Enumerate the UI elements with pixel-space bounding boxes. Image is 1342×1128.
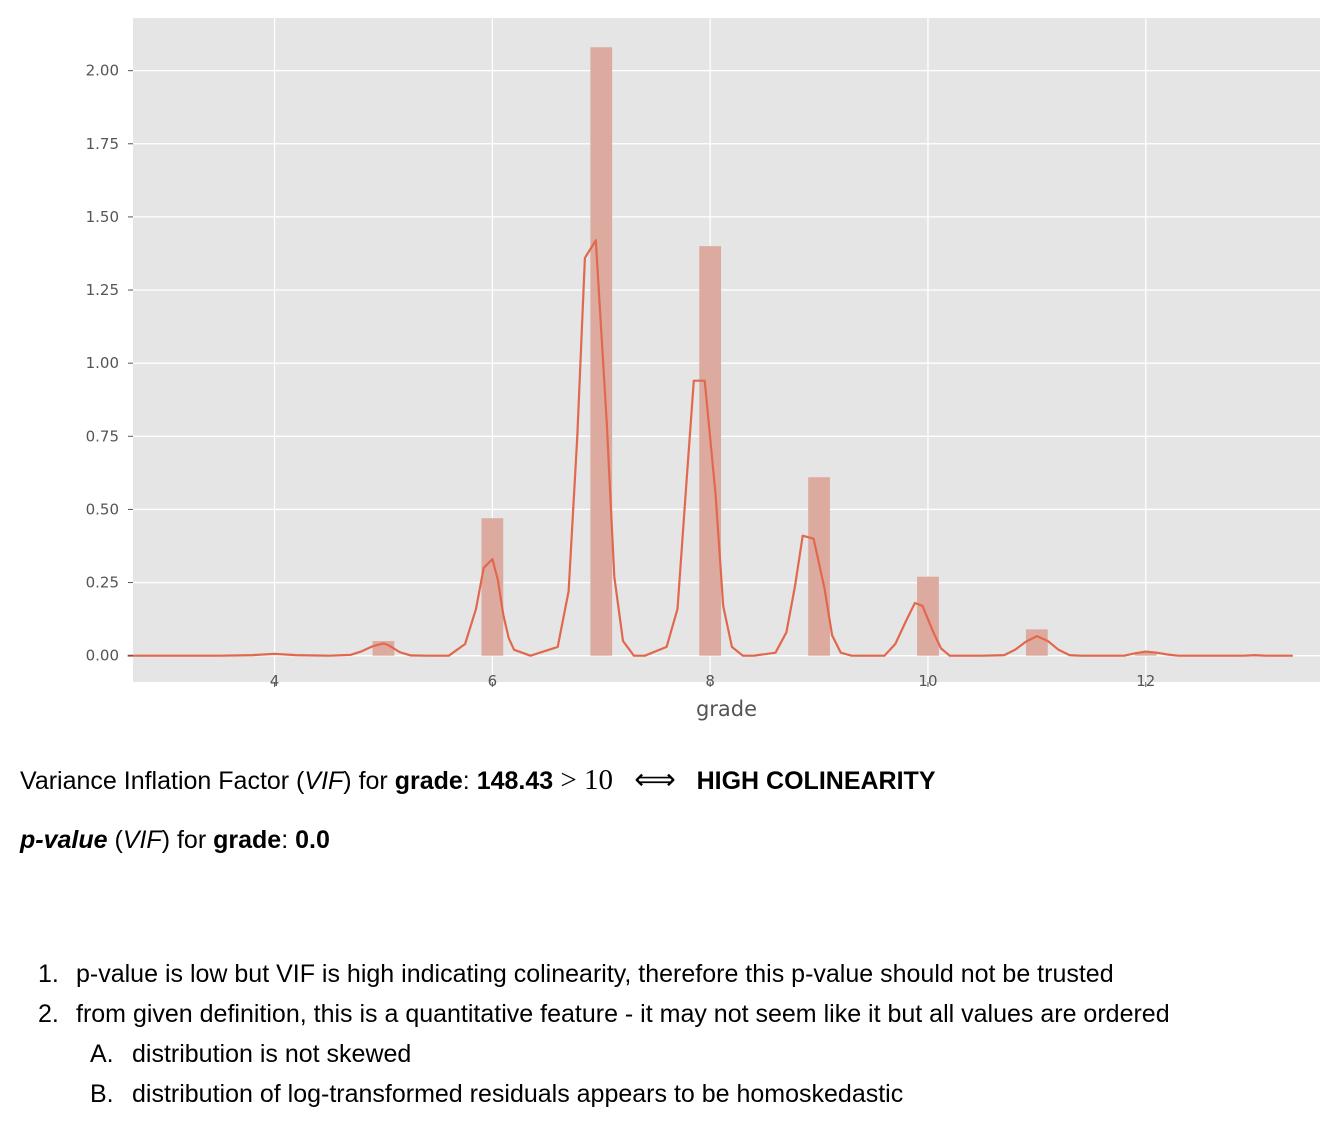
sub-list-text: distribution is not skewed — [132, 1040, 412, 1068]
pvalue-label: p-value — [20, 826, 108, 854]
sub-list-letter: A. — [90, 1040, 114, 1068]
x-tick-label: 8 — [705, 672, 715, 690]
list-text: from given definition, this is a quantit… — [76, 1000, 1170, 1028]
vif-mid: ) for — [343, 767, 395, 795]
list-text: p-value is low but VIF is high indicatin… — [76, 960, 1114, 988]
kde-curve — [127, 239, 1293, 657]
sub-list-text: distribution of log-transformed residual… — [132, 1080, 904, 1108]
y-tick-label: 1.75 — [86, 135, 119, 153]
histogram-bar — [699, 246, 722, 656]
notes-list: 1. p-value is low but VIF is high indicat… — [38, 954, 1170, 1114]
x-tick-label: 4 — [270, 672, 280, 690]
list-number: 2. — [38, 1000, 59, 1028]
pvalue-statement: p-value (VIF) for grade: 0.0 — [20, 826, 330, 855]
kde-curve-layer — [127, 239, 1293, 657]
vif-value: 148.43 — [476, 767, 554, 795]
x-tick-label: 10 — [918, 672, 937, 690]
y-tick-label: 0.00 — [86, 647, 119, 665]
y-tick-label: 1.00 — [86, 354, 119, 372]
y-tick-label: 0.50 — [86, 500, 119, 518]
histogram-bar — [1025, 629, 1048, 656]
histogram-bars — [372, 47, 1157, 656]
list-item: 1. p-value is low but VIF is high indicat… — [38, 954, 1170, 994]
x-axis-ticks: 4 6 8 10 12 — [270, 672, 1156, 690]
pvalue-value: 0.0 — [295, 826, 330, 854]
x-tick-label: 6 — [488, 672, 498, 690]
y-axis-ticks: 0.00 0.25 0.50 0.75 1.00 1.25 1.50 1.75 2.00 — [86, 62, 133, 665]
histogram-bar — [481, 518, 504, 656]
iff-symbol: ⟺ — [634, 764, 676, 796]
y-tick-label: 0.75 — [86, 427, 119, 445]
vif-threshold: > 10 — [553, 764, 621, 796]
vif-feature: grade — [394, 767, 463, 795]
list-number: 1. — [38, 960, 59, 988]
sub-list-item: A. distribution is not skewed — [38, 1034, 1170, 1074]
list-item: 2. from given definition, this is a quant… — [38, 994, 1170, 1034]
vif-abbr: VIF — [304, 767, 344, 795]
sub-list-item: B. distribution of log-transformed residu… — [38, 1074, 1170, 1114]
y-tick-label: 2.00 — [86, 62, 119, 80]
histogram-bar — [1134, 652, 1157, 656]
pvalue-mid: ) for — [161, 826, 214, 854]
sub-list-letter: B. — [90, 1080, 114, 1108]
histogram-bar — [917, 576, 939, 656]
histogram-bar — [590, 47, 613, 656]
pvalue-colon: : — [281, 826, 296, 854]
pvalue-open: ( — [107, 826, 123, 854]
x-tick-label: 12 — [1136, 672, 1155, 690]
vif-prefix: Variance Inflation Factor ( — [20, 767, 305, 795]
vif-colon: : — [462, 767, 477, 795]
grade-distribution-chart: 4 6 8 10 12 0.00 0.25 0.50 0.75 1.00 1.25 1.50 1.75… — [86, 18, 1320, 721]
y-tick-label: 1.25 — [86, 281, 119, 299]
y-tick-label: 0.25 — [86, 574, 119, 592]
pvalue-vif-abbr: VIF — [122, 826, 162, 854]
pvalue-feature: grade — [213, 826, 282, 854]
y-tick-label: 1.50 — [86, 208, 119, 226]
x-axis-label: grade — [696, 697, 757, 721]
vif-conclusion: HIGH COLINEARITY — [696, 767, 936, 795]
plot-area — [133, 18, 1320, 682]
vif-statement: Variance Inflation Factor (VIF) for grad… — [20, 762, 936, 797]
